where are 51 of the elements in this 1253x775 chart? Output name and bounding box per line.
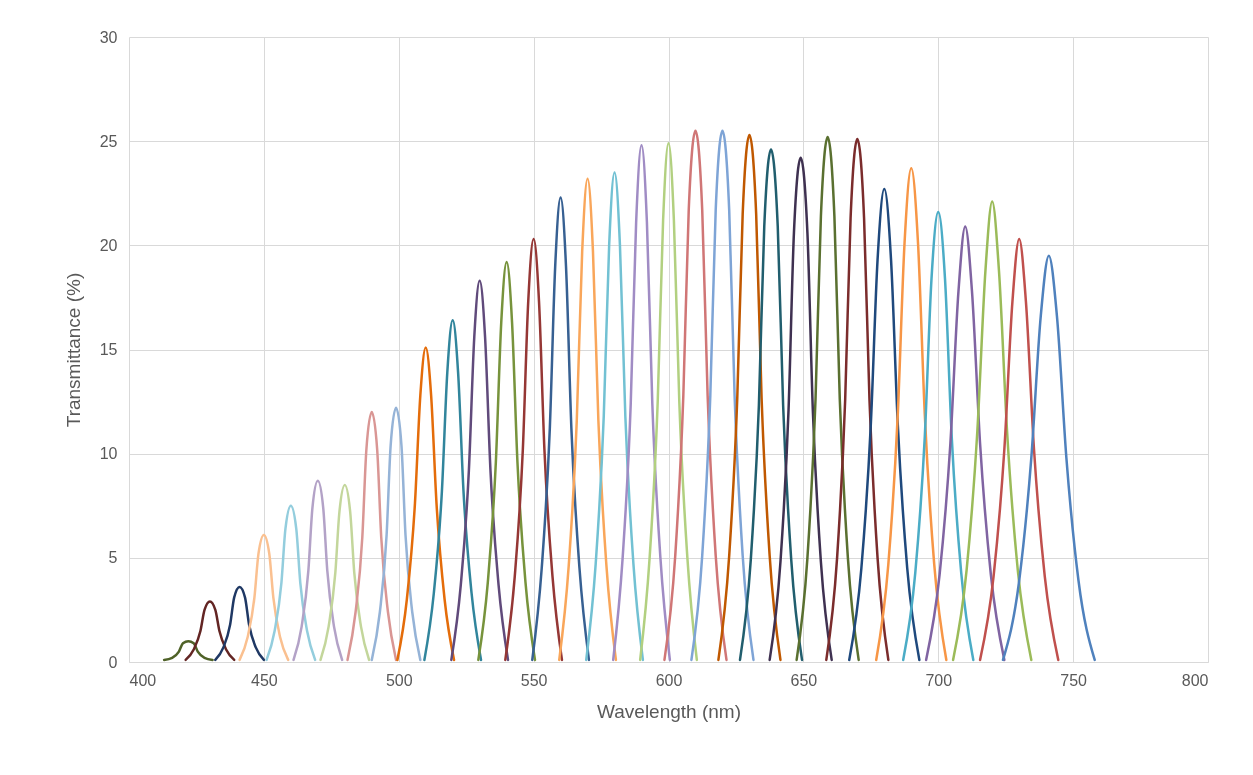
line-series	[717, 133, 782, 662]
line-series	[346, 410, 398, 662]
line-series	[504, 237, 564, 662]
line-series	[370, 406, 422, 662]
line-series	[924, 225, 1006, 662]
line-series	[319, 483, 371, 662]
line-series	[825, 137, 890, 662]
line-series	[238, 533, 290, 662]
y-axis-title: Transmittance (%)	[62, 272, 84, 428]
y-tick-label: 0	[108, 653, 118, 671]
line-series	[738, 148, 804, 662]
x-tick-label: 400	[129, 671, 157, 689]
y-tick-label: 10	[99, 445, 118, 463]
line-series	[768, 156, 833, 662]
x-tick-label: 600	[655, 671, 683, 689]
line-series	[558, 177, 618, 662]
x-tick-label: 800	[1181, 671, 1209, 689]
x-tick-label: 450	[251, 671, 278, 689]
line-series	[663, 129, 728, 662]
x-axis-title: Wavelength (nm)	[597, 700, 741, 722]
line-series	[901, 210, 975, 662]
x-tick-label: 750	[1060, 671, 1088, 689]
line-series	[531, 196, 591, 662]
x-tick-label: 550	[520, 671, 548, 689]
line-series	[450, 279, 510, 662]
line-series	[795, 135, 860, 662]
y-tick-label: 5	[108, 549, 118, 567]
line-series	[265, 504, 317, 662]
line-series	[690, 129, 755, 662]
line-series	[396, 346, 456, 662]
line-series	[978, 237, 1060, 662]
line-series	[477, 260, 537, 662]
line-series	[638, 142, 699, 662]
y-tick-label: 20	[99, 236, 118, 254]
line-series	[1001, 254, 1096, 662]
line-series	[847, 187, 921, 662]
y-tick-label: 25	[99, 132, 118, 150]
line-series	[611, 144, 672, 662]
line-series	[214, 585, 266, 662]
line-series	[951, 200, 1033, 662]
x-tick-label: 700	[925, 671, 953, 689]
line-series	[874, 167, 948, 662]
x-tick-label: 500	[385, 671, 413, 689]
y-tick-label: 15	[99, 341, 118, 358]
line-series	[584, 171, 645, 662]
line-series	[162, 639, 214, 662]
line-series	[292, 479, 344, 662]
x-tick-label: 650	[790, 671, 818, 689]
y-tick-label: 30	[99, 28, 118, 46]
line-series	[184, 600, 236, 662]
line-series	[423, 319, 483, 662]
